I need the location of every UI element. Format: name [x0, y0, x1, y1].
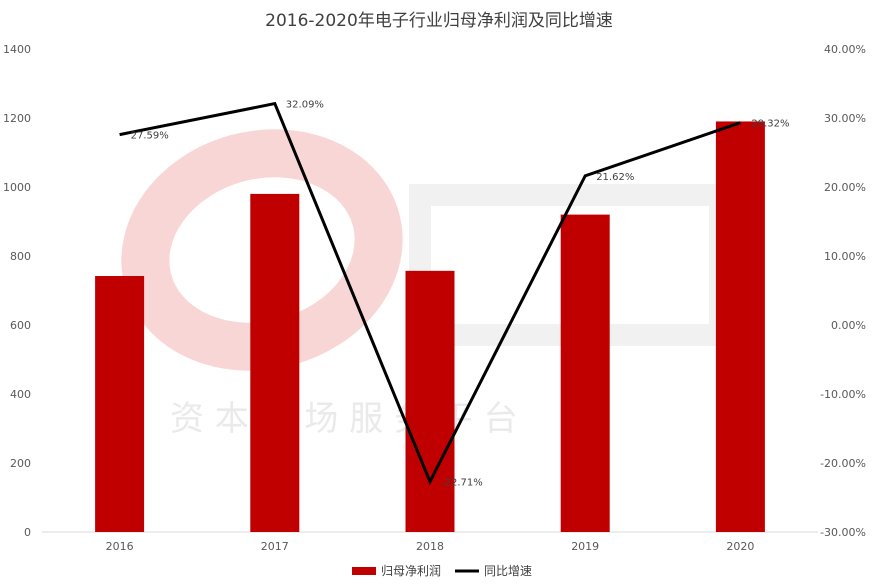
legend-label-line: 同比增速: [484, 564, 532, 578]
growth-label-2016: 27.59%: [131, 131, 169, 142]
x-tick-label: 2019: [571, 540, 599, 553]
right-tick-label: -20.00%: [820, 457, 866, 470]
bar-2019: [560, 214, 610, 532]
x-tick-label: 2017: [261, 540, 289, 553]
x-tick-label: 2018: [416, 540, 444, 553]
line-series: [119, 101, 741, 486]
right-axis: -30.00% -20.00% -10.00% 0.00% 10.00% 20.00% 30…: [820, 43, 866, 539]
left-tick-label: 400: [10, 388, 31, 401]
right-tick-label: 30.00%: [824, 112, 866, 125]
right-tick-label: 0.00%: [831, 319, 866, 332]
right-tick-label: 40.00%: [824, 43, 866, 56]
watermark-slogan: 资 本 市 场 服 务 平 台: [170, 399, 518, 439]
right-tick-label: -30.00%: [820, 526, 866, 539]
right-tick-label: 10.00%: [824, 250, 866, 263]
left-tick-label: 800: [10, 250, 31, 263]
legend-label-bar: 归母净利润: [381, 564, 441, 578]
left-tick-label: 1200: [3, 112, 31, 125]
growth-label-2018: -22.71%: [441, 478, 483, 489]
left-tick-label: 1000: [3, 181, 31, 194]
bar-series: [95, 121, 765, 532]
left-tick-label: 200: [10, 457, 31, 470]
bar-2018: [405, 270, 455, 532]
chart-title: 2016-2020年电子行业归母净利润及同比增速: [265, 11, 613, 31]
growth-label-2017: 32.09%: [286, 100, 324, 111]
left-tick-label: 0: [24, 526, 31, 539]
growth-line: [119, 101, 741, 486]
bar-2020: [715, 121, 765, 532]
data-labels: 27.59% 32.09% -22.71% 21.62% 29.32%: [131, 100, 790, 489]
legend: 归母净利润 同比增速: [352, 564, 532, 578]
left-axis: 0 200 400 600 800 1000 1200 1400: [3, 43, 31, 539]
right-tick-label: 20.00%: [824, 181, 866, 194]
left-tick-label: 1400: [3, 43, 31, 56]
growth-label-2019: 21.62%: [596, 172, 634, 183]
x-tick-label: 2016: [106, 540, 134, 553]
x-axis: 2016 2017 2018 2019 2020: [106, 540, 755, 553]
bar-2016: [95, 276, 145, 532]
growth-label-2020: 29.32%: [751, 119, 789, 130]
right-tick-label: -10.00%: [820, 388, 866, 401]
bar-2017: [250, 193, 300, 532]
x-tick-label: 2020: [726, 540, 754, 553]
left-tick-label: 600: [10, 319, 31, 332]
legend-swatch-bar: [352, 567, 376, 575]
